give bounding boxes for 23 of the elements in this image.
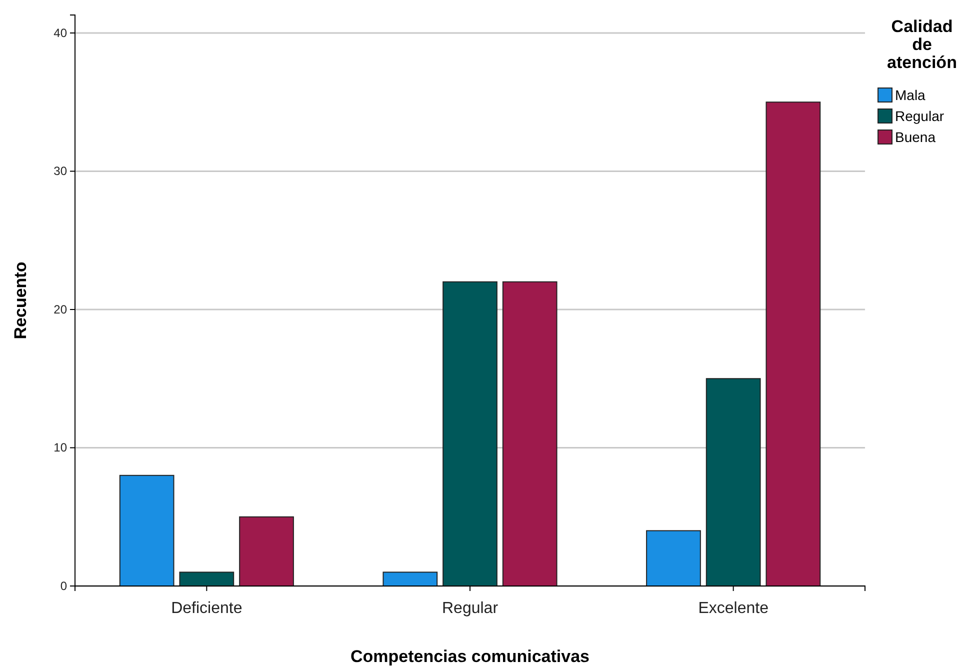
- bar: [179, 572, 234, 586]
- bar: [239, 516, 294, 586]
- bar: [502, 281, 558, 586]
- x-tick-label: Regular: [442, 600, 499, 618]
- legend-label: Mala: [895, 87, 926, 103]
- bar: [646, 530, 701, 586]
- bar: [706, 378, 761, 586]
- bar: [442, 281, 498, 586]
- x-tick-label: Excelente: [698, 600, 769, 618]
- y-axis-title: Recuento: [11, 262, 30, 340]
- y-tick-label: 40: [54, 26, 68, 40]
- y-tick-label: 10: [54, 440, 68, 455]
- bar: [766, 102, 821, 586]
- bar: [119, 474, 174, 586]
- y-tick-label: 0: [60, 578, 68, 593]
- legend-title: Calidad de atención: [887, 17, 957, 72]
- y-tick-label: 20: [54, 302, 68, 316]
- x-axis-title: Competencias comunicativas: [350, 647, 590, 666]
- bar: [382, 572, 438, 586]
- x-tick-label: Deficiente: [171, 600, 242, 618]
- legend-label: Regular: [895, 108, 944, 124]
- y-tick-label: 30: [54, 164, 68, 178]
- legend-label: Buena: [895, 129, 936, 145]
